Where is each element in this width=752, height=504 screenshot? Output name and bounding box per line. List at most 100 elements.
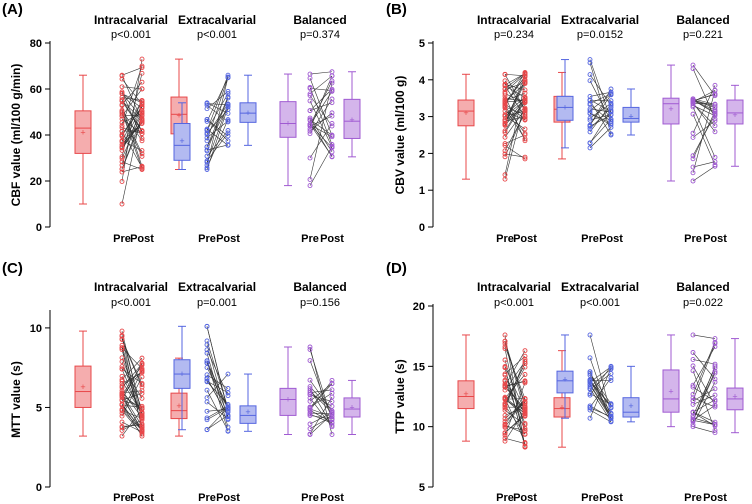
pre-mean-marker: + bbox=[668, 104, 673, 114]
data-point-post bbox=[608, 132, 614, 138]
paired-line bbox=[589, 373, 612, 404]
y-tick-label: 0 bbox=[36, 482, 42, 494]
data-point-pre bbox=[587, 97, 593, 103]
paired-line bbox=[121, 86, 143, 90]
data-point-pre bbox=[502, 419, 508, 425]
data-point-post bbox=[608, 366, 614, 372]
paired-line bbox=[121, 419, 143, 431]
data-point-post bbox=[608, 112, 614, 118]
data-point-pre bbox=[587, 123, 593, 128]
data-point-pre bbox=[307, 358, 313, 363]
paired-line bbox=[692, 426, 716, 433]
paired-line bbox=[589, 357, 612, 418]
data-point-pre bbox=[502, 402, 508, 408]
data-point-pre bbox=[502, 148, 508, 154]
paired-line bbox=[504, 363, 526, 404]
data-point-pre bbox=[502, 412, 508, 418]
paired-line bbox=[309, 383, 333, 402]
data-point-pre bbox=[119, 155, 125, 161]
paired-line bbox=[206, 91, 229, 109]
data-point-pre bbox=[204, 415, 210, 421]
data-point-post bbox=[522, 117, 528, 123]
data-point-pre bbox=[690, 395, 696, 401]
data-point-pre bbox=[502, 113, 508, 119]
post-mean-marker: + bbox=[349, 115, 354, 125]
data-point-pre bbox=[307, 344, 313, 350]
data-point-post bbox=[522, 94, 528, 100]
data-point-post bbox=[712, 402, 718, 408]
paired-line bbox=[504, 112, 526, 151]
data-point-post bbox=[522, 359, 528, 364]
data-point-post bbox=[522, 114, 528, 120]
group-balanced: Balanced p=0.374 Pre Post + + bbox=[279, 13, 361, 245]
paired-line bbox=[589, 334, 612, 415]
data-point-pre bbox=[587, 404, 593, 410]
data-point-pre bbox=[204, 118, 210, 124]
data-point-post bbox=[712, 421, 718, 427]
data-point-post bbox=[608, 107, 614, 113]
data-point-pre bbox=[119, 378, 125, 384]
data-point-post bbox=[522, 427, 528, 433]
data-point-post bbox=[225, 101, 231, 107]
data-point-post bbox=[522, 444, 528, 450]
data-point-post bbox=[225, 142, 231, 148]
data-point-pre bbox=[587, 355, 593, 361]
paired-line bbox=[309, 78, 333, 136]
data-point-pre bbox=[502, 371, 508, 377]
paired-line bbox=[309, 412, 333, 425]
paired-line bbox=[121, 88, 143, 117]
data-point-pre bbox=[307, 347, 313, 353]
paired-line bbox=[504, 409, 526, 425]
group-intracalvarial: Intracalvarial p<0.001 Pre Post + + bbox=[74, 13, 188, 245]
paired-line bbox=[504, 334, 526, 448]
data-point-pre bbox=[119, 90, 125, 96]
paired-line bbox=[504, 72, 526, 106]
paired-line bbox=[121, 421, 143, 433]
pre-box bbox=[457, 99, 475, 127]
data-point-post bbox=[522, 78, 528, 84]
paired-line bbox=[121, 166, 143, 173]
data-point-post bbox=[225, 91, 231, 97]
group-label: Extracalvarial bbox=[561, 13, 639, 27]
x-tick-label-pre: Pre bbox=[581, 233, 599, 245]
data-point-pre bbox=[587, 72, 593, 78]
data-point-post bbox=[139, 153, 145, 159]
data-point-post bbox=[139, 110, 145, 116]
data-point-pre bbox=[502, 151, 508, 157]
data-point-pre bbox=[119, 103, 125, 108]
data-point-pre bbox=[204, 360, 210, 366]
paired-line bbox=[121, 357, 143, 380]
data-point-post bbox=[608, 411, 614, 417]
y-tick-label: 60 bbox=[30, 84, 42, 96]
paired-line bbox=[206, 326, 229, 411]
data-point-pre bbox=[587, 369, 593, 375]
paired-line bbox=[504, 106, 526, 116]
paired-line bbox=[206, 104, 229, 123]
paired-line bbox=[504, 82, 526, 175]
data-point-post bbox=[139, 355, 145, 361]
paired-line bbox=[309, 89, 333, 111]
p-value-label: p=0.221 bbox=[683, 29, 723, 41]
paired-line bbox=[504, 102, 526, 180]
data-point-post bbox=[522, 396, 528, 401]
data-point-pre bbox=[119, 423, 125, 429]
data-point-pre bbox=[119, 166, 125, 172]
data-point-post bbox=[608, 117, 614, 123]
y-tick-label: 80 bbox=[30, 38, 42, 50]
paired-line bbox=[589, 59, 612, 120]
data-point-post bbox=[225, 119, 231, 125]
data-point-pre bbox=[307, 85, 313, 91]
paired-line bbox=[121, 376, 143, 413]
x-tick-label-post: Post bbox=[216, 492, 240, 504]
data-point-post bbox=[225, 138, 231, 144]
x-tick-label-pre: Pre bbox=[496, 233, 514, 245]
data-point-post bbox=[329, 432, 335, 437]
y-tick-label: 2 bbox=[419, 148, 425, 160]
data-point-post bbox=[608, 98, 614, 104]
p-value-label: p<0.001 bbox=[580, 297, 620, 309]
paired-line bbox=[121, 93, 143, 119]
data-point-post bbox=[329, 377, 335, 383]
paired-line bbox=[589, 88, 612, 126]
data-point-pre bbox=[119, 179, 125, 184]
